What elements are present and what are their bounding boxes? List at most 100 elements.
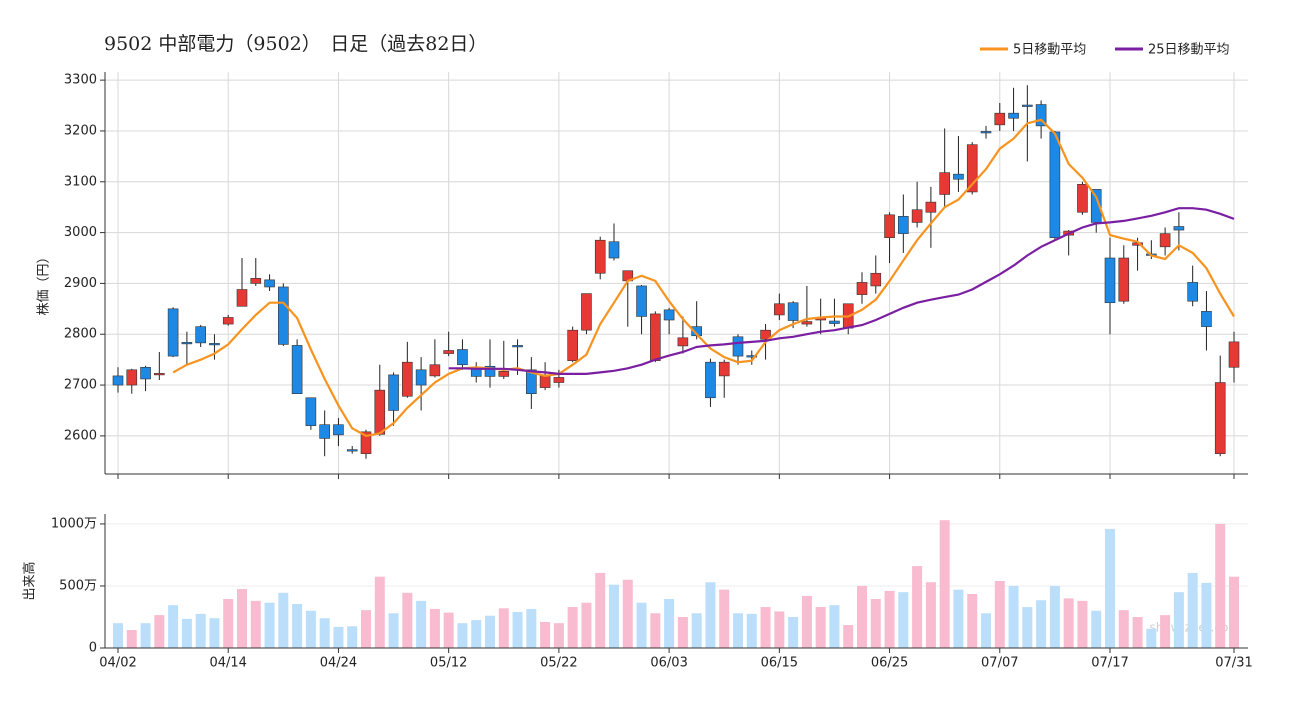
candle-body <box>856 282 868 295</box>
candle-body <box>787 302 799 321</box>
volume-bar <box>829 605 840 648</box>
candle-body <box>512 345 523 348</box>
candle-body <box>388 374 399 411</box>
candle-body <box>732 336 744 357</box>
x-tick-label: 06/25 <box>871 656 908 671</box>
candle-body <box>1035 104 1047 127</box>
volume-bar <box>237 589 247 648</box>
candle-body <box>1104 257 1116 304</box>
volume-bar <box>1201 582 1212 648</box>
candle-body <box>760 329 771 340</box>
legend-label: 25日移動平均 <box>1148 43 1230 58</box>
x-tick-label: 05/22 <box>540 656 577 671</box>
volume-bar <box>939 520 950 648</box>
y-tick-label: 2600 <box>64 428 97 443</box>
volume-bar <box>457 623 468 648</box>
candle-body <box>939 172 950 195</box>
candle-body <box>801 321 813 325</box>
volume-bar <box>1036 600 1047 648</box>
candle-body <box>484 365 496 377</box>
volume-bar <box>1077 600 1088 648</box>
x-tick-label: 07/17 <box>1091 656 1128 671</box>
volume-bar <box>733 613 743 648</box>
candle-body <box>443 350 454 354</box>
volume-bar <box>402 592 413 648</box>
candle-body <box>154 373 165 376</box>
volume-bar <box>664 598 675 648</box>
candle-body <box>360 431 372 454</box>
volume-bar <box>1049 585 1060 648</box>
volume-bar <box>622 579 633 648</box>
volume-bar <box>485 615 495 648</box>
candle-body <box>1228 341 1240 368</box>
y-tick-label: 3200 <box>64 123 97 138</box>
y-axis-label: 株価（円） <box>37 250 52 315</box>
volume-bar <box>553 623 564 648</box>
volume-bar <box>416 600 427 648</box>
volume-bar <box>815 607 826 648</box>
candle-body <box>402 361 413 397</box>
volume-bar <box>1022 607 1033 648</box>
volume-bar <box>788 616 799 648</box>
candle-body <box>677 337 689 347</box>
candle-body <box>774 303 785 316</box>
chart-title: 9502 中部電力（9502） 日足（過去82日） <box>104 33 487 55</box>
candle-body <box>1022 104 1033 107</box>
volume-bar <box>801 595 812 648</box>
volume-bar <box>581 602 592 648</box>
candle-body <box>1008 112 1019 119</box>
volume-bar <box>1091 610 1102 648</box>
volume-bar <box>223 598 234 648</box>
volume-bar <box>1132 616 1143 648</box>
volume-bar <box>1146 628 1157 648</box>
volume-bar <box>760 607 771 648</box>
volume-bar <box>168 605 179 648</box>
volume-bar <box>898 592 909 648</box>
candle-body <box>636 285 647 317</box>
volume-bar <box>292 603 303 648</box>
candle-body <box>291 345 303 395</box>
volume-bar <box>250 600 261 648</box>
candle-body <box>415 369 427 386</box>
volume-bar <box>719 589 730 648</box>
x-tick-label: 04/02 <box>99 656 136 671</box>
volume-bar <box>567 607 578 648</box>
volume-bar <box>636 602 647 648</box>
volume-bar <box>347 626 358 648</box>
volume-bar <box>526 608 537 648</box>
volume-bar <box>333 626 344 648</box>
candle-body <box>264 279 275 288</box>
volume-bar <box>429 608 440 648</box>
volume-bar <box>471 620 482 648</box>
y-tick-label: 2800 <box>64 327 97 342</box>
y-tick-label: 3000 <box>64 225 97 240</box>
volume-bar <box>857 585 867 648</box>
x-tick-label: 07/31 <box>1215 656 1252 671</box>
volume-bar <box>113 623 123 648</box>
volume-bar <box>1187 572 1198 648</box>
candle-body <box>457 349 468 366</box>
candle-body <box>718 361 730 377</box>
y-tick-label: 0 <box>89 641 97 656</box>
y-tick-label: 500万 <box>59 578 97 593</box>
volume-bar <box>1118 610 1129 648</box>
volume-bar <box>953 589 964 648</box>
candle-body <box>911 209 923 223</box>
volume-bar <box>609 584 619 648</box>
candle-body <box>1159 233 1171 248</box>
y-tick-label: 2900 <box>64 276 97 291</box>
candle-body <box>319 424 330 439</box>
candle-body <box>1118 257 1130 302</box>
volume-bar <box>1105 528 1115 648</box>
volume-bar <box>374 576 385 648</box>
volume-bar <box>181 618 192 648</box>
volume-bar <box>705 582 716 648</box>
candle-body <box>594 239 606 274</box>
candle-body <box>1187 282 1198 302</box>
volume-bar <box>1160 615 1171 648</box>
candle-body <box>195 326 206 344</box>
volume-bar <box>677 616 688 648</box>
volume-bar <box>126 630 137 648</box>
candle-body <box>1201 311 1212 327</box>
